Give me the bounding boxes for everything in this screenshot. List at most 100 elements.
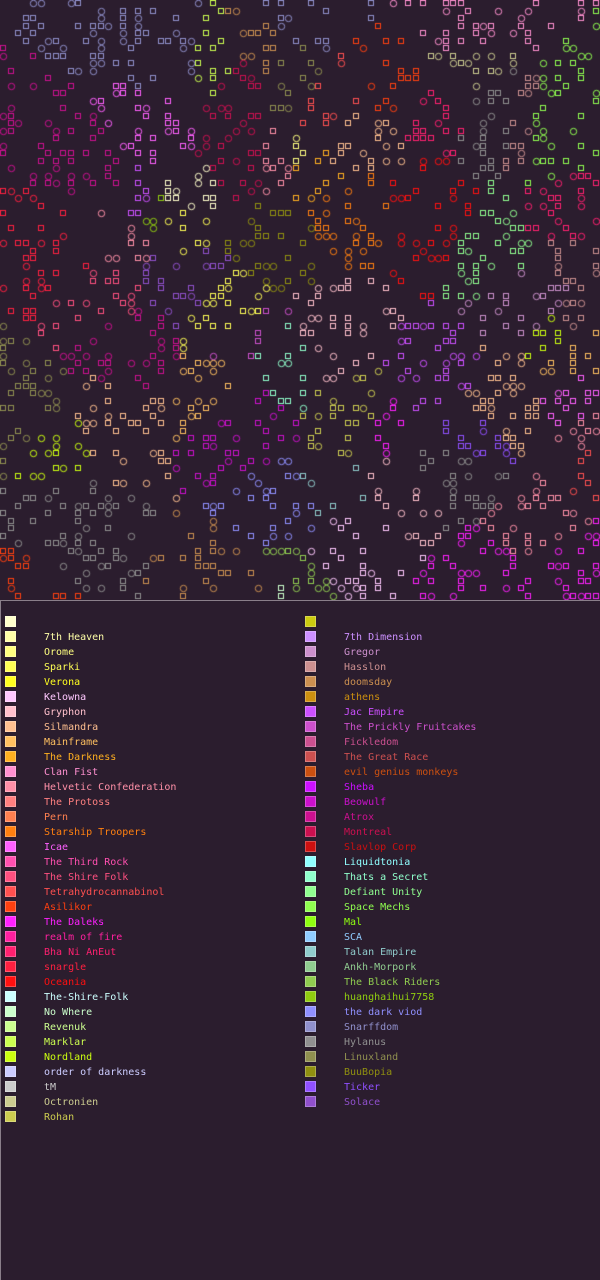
legend-item: Icae: [5, 840, 295, 855]
legend-swatch: [5, 826, 16, 837]
legend-label: SCA: [344, 932, 363, 943]
legend-swatch: [305, 676, 316, 687]
legend-item: the dark viod: [305, 1005, 595, 1020]
legend-label: Clan Fist: [44, 767, 99, 778]
legend-item: Liquidtonia: [305, 855, 595, 870]
legend-item: Snarffdom: [305, 1020, 595, 1035]
legend-label: The Daleks: [44, 917, 105, 928]
legend-label: Snarffdom: [344, 1022, 399, 1033]
legend-label: Icae: [44, 842, 69, 853]
legend-item: Solace: [305, 1095, 595, 1110]
legend-item: Talan Empire: [305, 945, 595, 960]
legend-label: Space Mechs: [344, 902, 411, 913]
legend-item: Fickledom: [305, 735, 595, 750]
legend-swatch: [305, 886, 316, 897]
legend-item: realm of fire: [5, 930, 295, 945]
legend-swatch: [5, 1096, 16, 1107]
legend-label: No Where: [44, 1007, 93, 1018]
legend-item: Sheba: [305, 780, 595, 795]
legend-item: Hylanus: [305, 1035, 595, 1050]
legend-label: Revenuk: [44, 1022, 87, 1033]
legend-item: evil genius monkeys: [305, 765, 595, 780]
legend-item: order of darkness: [5, 1065, 295, 1080]
legend-label: Verona: [44, 677, 81, 688]
legend-item: Octronien: [5, 1095, 295, 1110]
legend-swatch: [5, 1111, 16, 1122]
legend-swatch: [305, 901, 316, 912]
legend-label: The Shire Folk: [44, 872, 129, 883]
legend-swatch: [305, 976, 316, 987]
legend-label: Gryphon: [44, 707, 87, 718]
legend-swatch: [5, 661, 16, 672]
legend-label: Thats a Secret: [344, 872, 429, 883]
legend-swatch: [305, 841, 316, 852]
legend-swatch: [305, 721, 316, 732]
legend-item: Starship Troopers: [5, 825, 295, 840]
legend-swatch: [305, 1081, 316, 1092]
legend-label: the dark viod: [344, 1007, 423, 1018]
legend-label: BuuBopia: [344, 1067, 393, 1078]
legend-label: Oceania: [44, 977, 87, 988]
legend-item: Beowulf: [305, 795, 595, 810]
legend-label: Slavlop Corp: [344, 842, 417, 853]
legend-item: Rohan: [5, 1110, 295, 1125]
legend-item: Thats a Secret: [305, 870, 595, 885]
legend-item: Clan Fist: [5, 765, 295, 780]
legend-label: Fickledom: [344, 737, 399, 748]
legend-item: BuuBopia: [305, 1065, 595, 1080]
legend-swatch: [305, 691, 316, 702]
legend-swatch: [305, 811, 316, 822]
legend-swatch: [5, 796, 16, 807]
legend-swatch: [305, 931, 316, 942]
legend-item: Revenuk: [5, 1020, 295, 1035]
legend-item: The Shire Folk: [5, 870, 295, 885]
legend-swatch: [5, 946, 16, 957]
legend-swatch: [305, 961, 316, 972]
legend-label: The Protoss: [44, 797, 111, 808]
legend-label: Bha Ni AnEut: [44, 947, 117, 958]
legend-swatch: [305, 1006, 316, 1017]
legend-swatch: [5, 901, 16, 912]
legend-label: Silmandra: [44, 722, 99, 733]
legend-swatch: [5, 691, 16, 702]
legend-swatch: [305, 631, 316, 642]
legend-swatch: [5, 646, 16, 657]
legend-swatch: [5, 961, 16, 972]
legend-item: Pern: [5, 810, 295, 825]
legend-label: Linuxland: [344, 1052, 399, 1063]
legend-item: Slavlop Corp: [305, 840, 595, 855]
legend-label: Kelowna: [44, 692, 87, 703]
legend-swatch: [305, 1051, 316, 1062]
legend-swatch: [305, 1021, 316, 1032]
legend-swatch: [305, 1096, 316, 1107]
legend-item: doomsday: [305, 675, 595, 690]
legend-label: Mal: [344, 917, 363, 928]
legend-label: Jac Empire: [344, 707, 405, 718]
legend-label: Montreal: [344, 827, 393, 838]
legend-label: 7th Dimension: [344, 632, 423, 643]
legend-item: The Protoss: [5, 795, 295, 810]
legend-label: Rohan: [44, 1112, 75, 1123]
legend-column-left: 7th Heaven Orome Sparki Verona Kelowna Grypho…: [5, 615, 295, 1125]
legend-swatch: [5, 736, 16, 747]
legend-label: 7th Heaven: [44, 632, 105, 643]
legend-item: Oceania: [5, 975, 295, 990]
legend-item: athens: [305, 690, 595, 705]
legend-label: order of darkness: [44, 1067, 147, 1078]
legend-item: [5, 615, 295, 630]
legend-swatch: [5, 766, 16, 777]
legend-swatch: [305, 766, 316, 777]
legend-item: The Daleks: [5, 915, 295, 930]
legend-swatch: [5, 886, 16, 897]
legend-item: Gregor: [305, 645, 595, 660]
legend-item: Orome: [5, 645, 295, 660]
galaxy-map[interactable]: [0, 0, 600, 600]
legend-item: tM: [5, 1080, 295, 1095]
legend-swatch: [5, 931, 16, 942]
legend-swatch: [305, 706, 316, 717]
legend-label: Solace: [344, 1097, 381, 1108]
legend-swatch: [5, 1081, 16, 1092]
map-legend-divider: [0, 600, 600, 601]
legend-swatch: [5, 811, 16, 822]
legend-item: Silmandra: [5, 720, 295, 735]
